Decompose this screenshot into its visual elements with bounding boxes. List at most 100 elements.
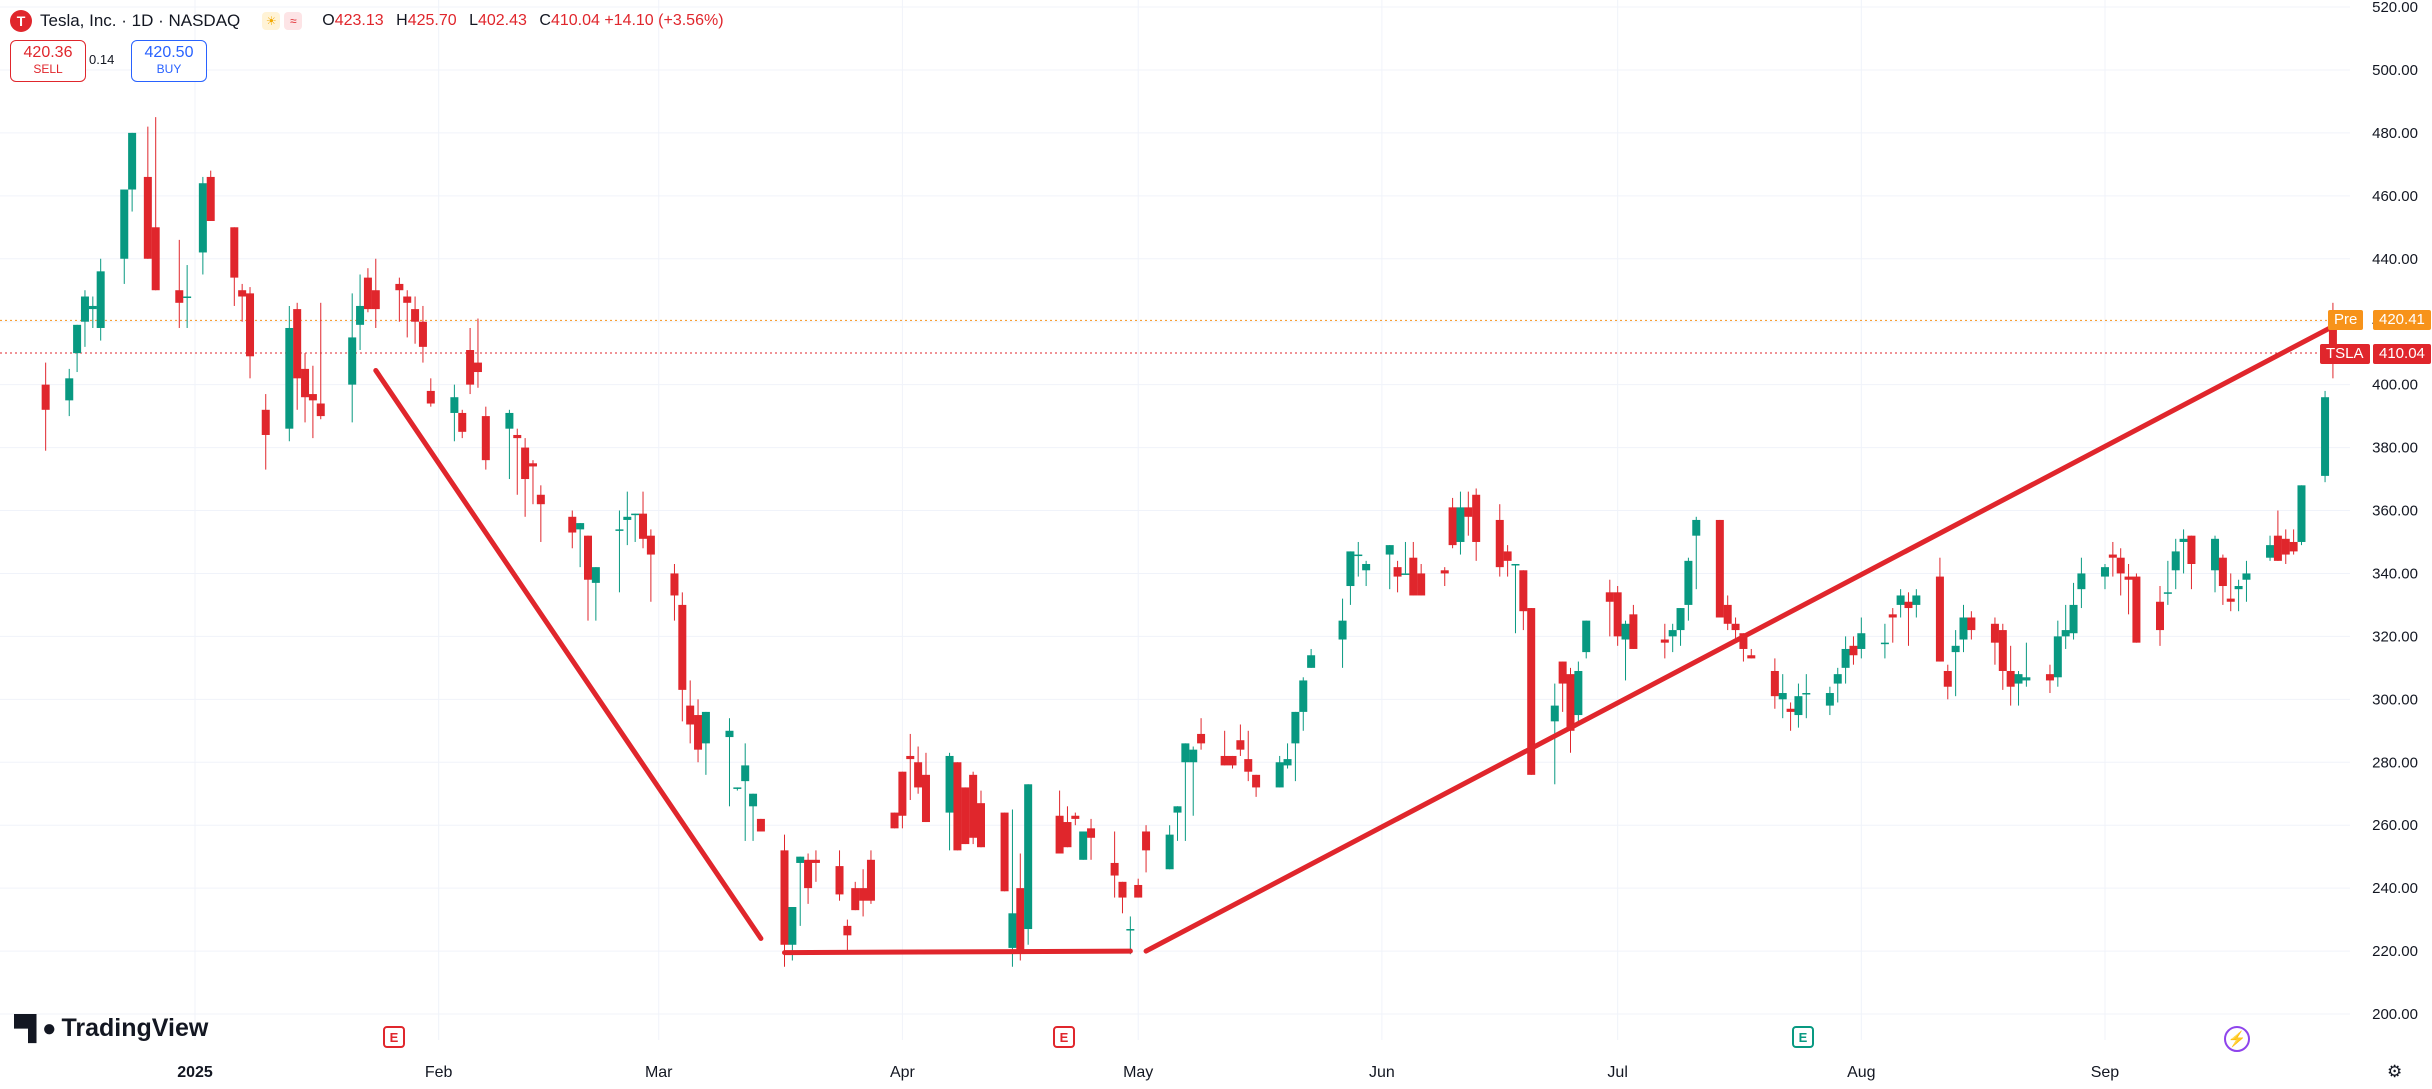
- candle-body: [623, 516, 632, 520]
- market-hours-sun-icon[interactable]: ☀: [262, 12, 281, 30]
- candle: [2132, 573, 2141, 643]
- candle-body: [1731, 623, 1740, 631]
- candle-body: [615, 529, 624, 531]
- candle-body: [285, 327, 294, 429]
- candle-body: [505, 412, 514, 429]
- candle-body: [2061, 630, 2070, 637]
- candle-body: [1338, 620, 1347, 640]
- candle: [1055, 790, 1064, 854]
- candle: [2218, 554, 2227, 605]
- candle: [811, 850, 820, 882]
- candle: [481, 406, 490, 470]
- candle-body: [1692, 519, 1701, 536]
- candle-body: [694, 715, 703, 750]
- candle: [1495, 504, 1504, 577]
- candle-body: [2266, 545, 2275, 558]
- candle-body: [1283, 759, 1292, 766]
- price-tick-label: 480.00: [2372, 125, 2418, 142]
- candle-body: [890, 812, 899, 829]
- candle: [348, 293, 357, 423]
- candle-body: [2328, 318, 2337, 354]
- candle: [2156, 586, 2164, 646]
- candle: [41, 362, 50, 451]
- sell-price: 420.36: [23, 44, 73, 61]
- candle: [1456, 491, 1465, 555]
- ohlc-low-value: 402.43: [477, 12, 527, 29]
- candle-body: [1849, 645, 1858, 656]
- candle: [528, 460, 537, 505]
- candle-body: [1550, 705, 1559, 722]
- candle: [513, 428, 522, 495]
- candle: [1275, 755, 1284, 788]
- candle: [466, 327, 475, 395]
- candle: [2187, 535, 2196, 590]
- candle: [1778, 674, 1787, 719]
- earnings-icon[interactable]: E: [1053, 1026, 1075, 1048]
- candle: [1511, 563, 1520, 634]
- candle-body: [403, 296, 412, 303]
- candle: [301, 353, 310, 423]
- candle-body: [2163, 592, 2172, 594]
- candle: [143, 126, 152, 259]
- candle: [1896, 589, 1905, 618]
- candle: [2211, 535, 2220, 593]
- candle-body: [584, 535, 592, 580]
- candle-body: [1448, 507, 1457, 546]
- candle: [1912, 589, 1921, 618]
- candle-body: [2289, 541, 2298, 552]
- candle-body: [238, 290, 247, 297]
- earnings-icon[interactable]: E: [383, 1026, 405, 1048]
- price-tick-label: 460.00: [2372, 188, 2418, 205]
- candle: [1197, 718, 1206, 750]
- lightning-icon[interactable]: ⚡: [2224, 1026, 2250, 1052]
- candle: [1165, 825, 1174, 870]
- extended-session-icon[interactable]: ≈: [284, 12, 303, 30]
- candle-body: [301, 368, 310, 398]
- candle: [1291, 711, 1300, 782]
- candle: [2069, 582, 2078, 640]
- candle: [261, 394, 270, 470]
- candle: [206, 170, 215, 221]
- sell-button[interactable]: 420.36 SELL: [10, 40, 86, 82]
- time-tick-label: Sep: [2091, 1064, 2120, 1081]
- settings-gear-icon[interactable]: ⚙: [2387, 1062, 2403, 1081]
- candle: [890, 812, 899, 829]
- tradingview-logo[interactable]: ▀▌● TradingView: [14, 1014, 208, 1043]
- candle-body: [1519, 570, 1528, 612]
- candle: [1024, 784, 1033, 945]
- candle: [1723, 595, 1732, 631]
- candle: [584, 535, 592, 621]
- candle: [1715, 519, 1724, 618]
- candle-body: [953, 762, 962, 851]
- candle: [1558, 661, 1567, 712]
- candle: [1189, 746, 1198, 816]
- candle-body: [1715, 519, 1724, 618]
- candle-body: [906, 755, 915, 760]
- candle-body: [521, 447, 530, 480]
- candle-body: [73, 324, 82, 354]
- candle: [2100, 563, 2109, 590]
- price-tick-label: 520.00: [2372, 0, 2418, 16]
- candle: [1503, 545, 1512, 577]
- candle: [2171, 538, 2180, 590]
- candle-body: [1990, 623, 1999, 643]
- candle-body: [1409, 557, 1418, 596]
- candle: [458, 409, 467, 439]
- symbol-header: T Tesla, Inc. · 1D · NASDAQ ☀ ≈ O423.13 …: [10, 8, 732, 34]
- earnings-icon[interactable]: E: [1792, 1026, 1814, 1048]
- candle-body: [1841, 648, 1850, 668]
- candle: [1794, 683, 1803, 728]
- last-price-tag: 410.04: [2373, 344, 2431, 364]
- candle: [1181, 743, 1190, 841]
- candle-body: [811, 859, 820, 863]
- price-tick-label: 400.00: [2372, 377, 2418, 394]
- buy-button[interactable]: 420.50 BUY: [131, 40, 207, 82]
- candle-body: [1189, 749, 1198, 763]
- symbol-title[interactable]: Tesla, Inc. · 1D · NASDAQ: [40, 11, 241, 30]
- candle-body: [2014, 674, 2023, 684]
- tradingview-brand: TradingView: [61, 1014, 209, 1042]
- candle: [1943, 664, 1952, 700]
- candle: [1079, 831, 1088, 860]
- candle-body: [1252, 774, 1261, 788]
